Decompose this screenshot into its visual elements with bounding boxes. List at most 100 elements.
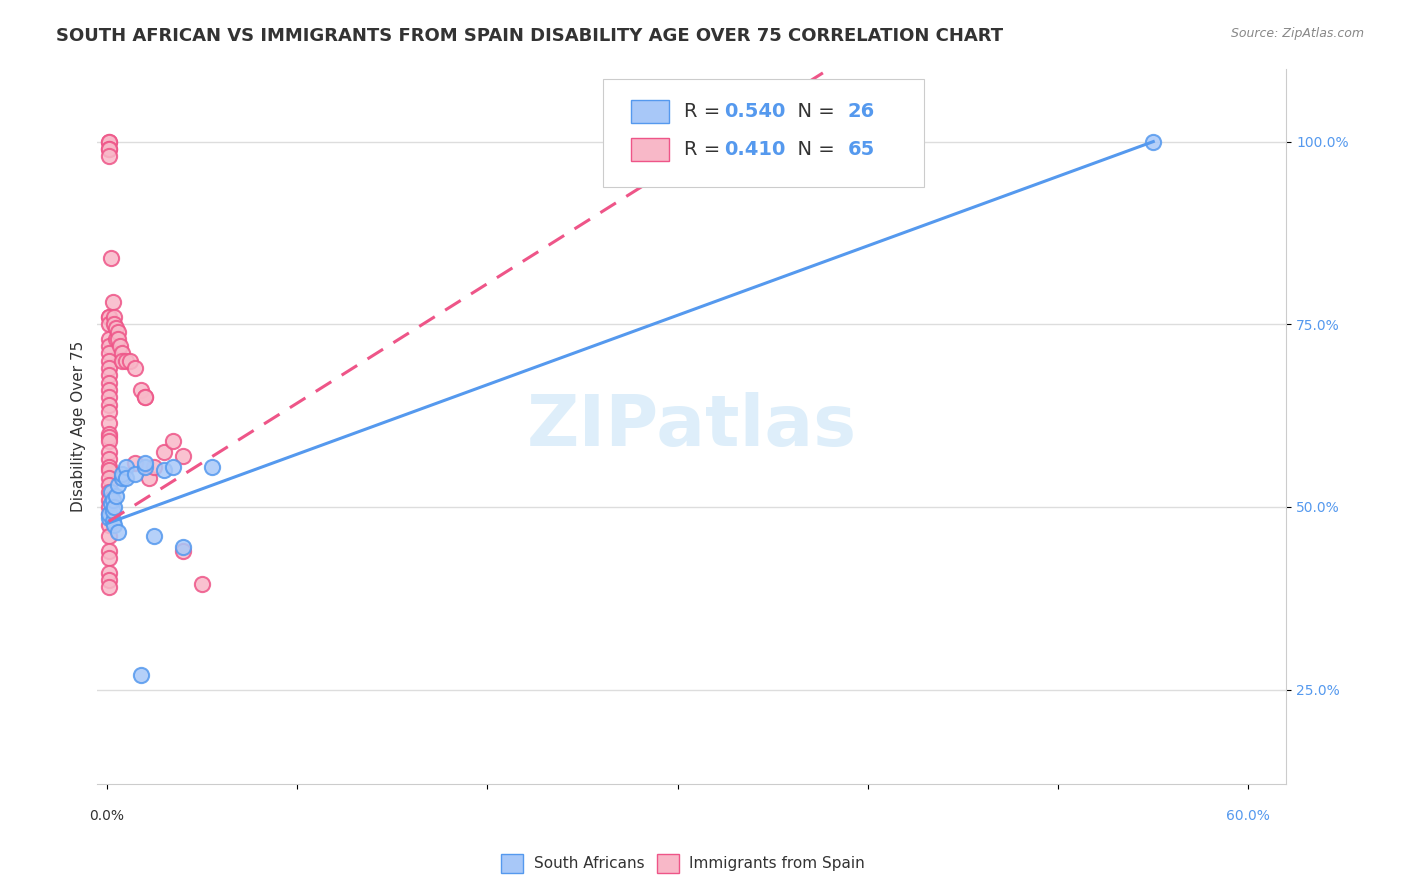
Point	[97, 368, 120, 383]
Point	[97, 353, 120, 368]
Point	[97, 383, 120, 397]
Point	[97, 445, 120, 459]
Point	[97, 149, 120, 163]
Point	[111, 470, 134, 484]
Point	[129, 668, 152, 682]
FancyBboxPatch shape	[603, 79, 924, 186]
Point	[97, 416, 120, 430]
Point	[97, 346, 120, 360]
Point	[134, 390, 156, 404]
Point	[162, 434, 184, 449]
Point	[97, 580, 120, 594]
Point	[107, 478, 129, 492]
Text: 26: 26	[848, 102, 875, 121]
Point	[97, 434, 120, 449]
Point	[103, 500, 125, 514]
FancyBboxPatch shape	[631, 138, 669, 161]
Point	[97, 332, 120, 346]
Point	[115, 470, 138, 484]
Point	[97, 500, 120, 514]
Point	[97, 405, 120, 419]
Point	[124, 361, 146, 376]
Point	[107, 332, 129, 346]
Point	[97, 361, 120, 376]
Point	[97, 135, 120, 149]
Point	[97, 142, 120, 156]
Point	[138, 470, 160, 484]
Point	[97, 566, 120, 580]
Point	[153, 445, 176, 459]
Point	[100, 496, 122, 510]
Point	[115, 353, 138, 368]
Point	[97, 430, 120, 444]
Text: N =: N =	[785, 102, 841, 121]
Point	[97, 529, 120, 543]
Point	[97, 310, 120, 324]
Point	[97, 398, 120, 412]
Point	[97, 135, 120, 149]
Point	[97, 376, 120, 390]
Point	[97, 543, 120, 558]
Point	[118, 353, 141, 368]
Point	[97, 492, 120, 507]
Text: R =: R =	[683, 102, 725, 121]
Point	[97, 463, 120, 477]
Point	[101, 515, 124, 529]
Point	[97, 339, 120, 353]
Point	[97, 459, 120, 474]
Point	[115, 459, 138, 474]
Point	[191, 576, 214, 591]
Point	[162, 459, 184, 474]
Point	[97, 470, 120, 484]
Point	[101, 503, 124, 517]
Point	[97, 142, 120, 156]
Text: ZIPatlas: ZIPatlas	[527, 392, 858, 461]
Point	[101, 295, 124, 310]
Point	[153, 463, 176, 477]
Point	[134, 459, 156, 474]
Point	[97, 573, 120, 587]
Point	[172, 540, 194, 554]
Point	[107, 325, 129, 339]
Point	[103, 317, 125, 331]
Point	[97, 485, 120, 500]
Point	[111, 467, 134, 481]
Point	[97, 452, 120, 467]
Text: Source: ZipAtlas.com: Source: ZipAtlas.com	[1230, 27, 1364, 40]
Point	[143, 529, 166, 543]
Point	[105, 332, 128, 346]
Text: South Africans: South Africans	[534, 856, 645, 871]
Point	[100, 485, 122, 500]
Point	[101, 492, 124, 507]
Point	[97, 310, 120, 324]
Point	[200, 459, 222, 474]
FancyBboxPatch shape	[631, 100, 669, 123]
Point	[172, 543, 194, 558]
Point	[111, 346, 134, 360]
Point	[103, 518, 125, 533]
Point	[97, 478, 120, 492]
Point	[97, 390, 120, 404]
Point	[134, 390, 156, 404]
Text: 0.0%: 0.0%	[90, 809, 124, 823]
Point	[97, 518, 120, 533]
Y-axis label: Disability Age Over 75: Disability Age Over 75	[72, 341, 86, 512]
Point	[134, 456, 156, 470]
Text: R =: R =	[683, 140, 725, 159]
Point	[124, 456, 146, 470]
Text: SOUTH AFRICAN VS IMMIGRANTS FROM SPAIN DISABILITY AGE OVER 75 CORRELATION CHART: SOUTH AFRICAN VS IMMIGRANTS FROM SPAIN D…	[56, 27, 1004, 45]
Point	[97, 551, 120, 566]
Text: 0.540: 0.540	[724, 102, 786, 121]
Point	[97, 507, 120, 521]
Point	[103, 310, 125, 324]
Point	[143, 459, 166, 474]
Point	[100, 252, 122, 266]
Text: 0.410: 0.410	[724, 140, 786, 159]
Point	[172, 449, 194, 463]
Text: 65: 65	[848, 140, 875, 159]
Point	[97, 317, 120, 331]
Text: Immigrants from Spain: Immigrants from Spain	[689, 856, 865, 871]
Point	[1142, 135, 1164, 149]
Point	[97, 507, 120, 521]
Point	[124, 467, 146, 481]
